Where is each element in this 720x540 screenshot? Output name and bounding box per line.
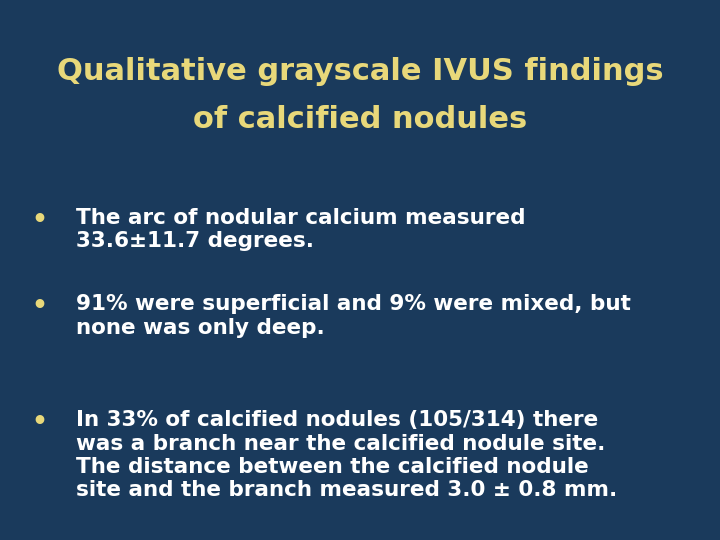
Text: •: • bbox=[32, 410, 48, 434]
Text: •: • bbox=[32, 208, 48, 232]
Text: Qualitative grayscale IVUS findings: Qualitative grayscale IVUS findings bbox=[57, 57, 663, 86]
Text: of calcified nodules: of calcified nodules bbox=[193, 105, 527, 134]
Text: •: • bbox=[32, 294, 48, 318]
Text: In 33% of calcified nodules (105/314) there
was a branch near the calcified nodu: In 33% of calcified nodules (105/314) th… bbox=[76, 410, 617, 500]
Text: 91% were superficial and 9% were mixed, but
none was only deep.: 91% were superficial and 9% were mixed, … bbox=[76, 294, 631, 338]
Text: The arc of nodular calcium measured
33.6±11.7 degrees.: The arc of nodular calcium measured 33.6… bbox=[76, 208, 525, 251]
